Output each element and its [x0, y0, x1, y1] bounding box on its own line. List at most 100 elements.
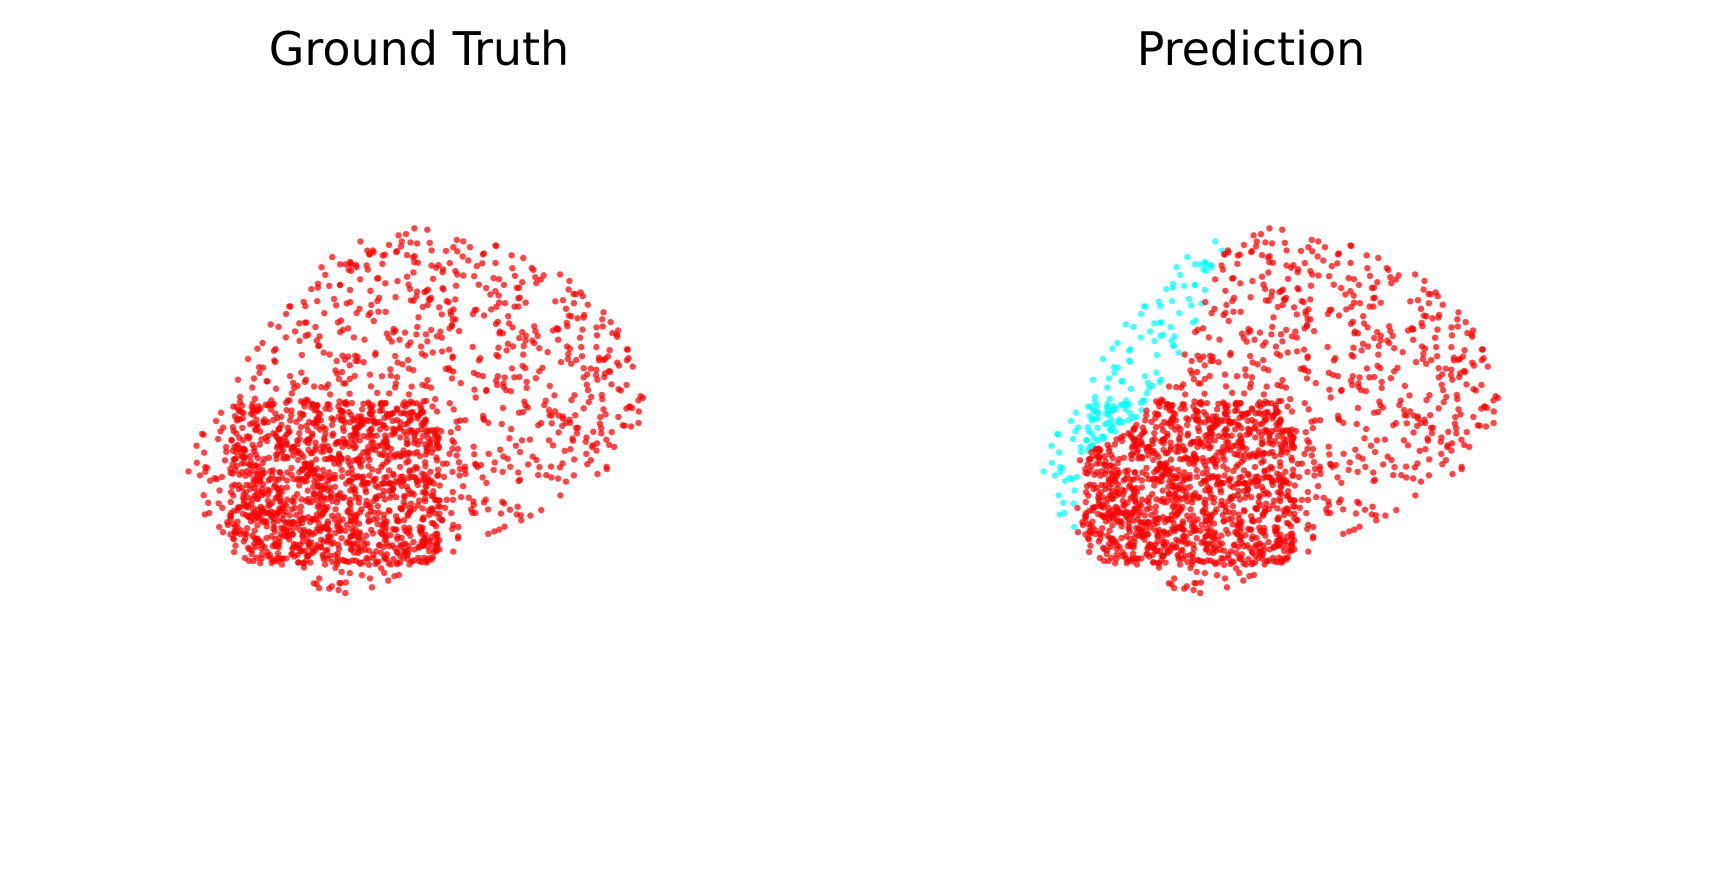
ground-truth-point	[512, 442, 520, 449]
ground-truth-point	[563, 343, 571, 350]
ground-truth-point	[246, 545, 253, 553]
prediction-point	[1245, 555, 1252, 563]
prediction-point	[1169, 297, 1176, 305]
ground-truth-point	[323, 384, 330, 391]
prediction-point	[1316, 463, 1324, 470]
prediction-point	[1338, 386, 1345, 394]
prediction-point	[1311, 417, 1319, 424]
prediction-point	[1310, 327, 1318, 335]
ground-truth-point	[366, 371, 374, 378]
ground-truth-point	[397, 434, 404, 441]
prediction-point	[1109, 345, 1116, 352]
prediction-point	[1240, 507, 1248, 514]
prediction-point	[1334, 260, 1341, 267]
prediction-point	[1350, 344, 1357, 351]
ground-truth-point	[308, 539, 315, 546]
prediction-point	[1401, 382, 1409, 390]
prediction-point	[1273, 542, 1281, 549]
ground-truth-point	[338, 568, 345, 576]
ground-truth-point	[436, 546, 443, 553]
prediction-point	[1377, 332, 1384, 339]
ground-truth-point	[448, 509, 455, 517]
prediction-point	[1334, 251, 1342, 258]
ground-truth-point	[312, 547, 319, 554]
ground-truth-point	[533, 456, 540, 464]
prediction-point	[1423, 360, 1430, 367]
prediction-point	[1423, 313, 1430, 320]
ground-truth-point	[471, 451, 478, 458]
ground-truth-point	[627, 423, 635, 430]
prediction-point	[1233, 565, 1240, 572]
prediction-point	[1202, 436, 1210, 444]
ground-truth-point	[568, 313, 575, 320]
prediction-point	[1146, 504, 1154, 512]
prediction-point	[1455, 406, 1462, 413]
prediction-point	[1127, 358, 1134, 365]
prediction-point	[1406, 392, 1413, 399]
ground-truth-point	[408, 474, 415, 481]
ground-truth-point	[527, 512, 534, 519]
prediction-point	[1151, 430, 1158, 437]
prediction-point	[1146, 494, 1153, 501]
prediction-point	[1382, 512, 1389, 519]
ground-truth-point	[382, 308, 389, 315]
prediction-point	[1254, 473, 1261, 480]
prediction-point	[1133, 421, 1140, 428]
prediction-point	[1399, 348, 1406, 356]
prediction-point	[1168, 416, 1175, 424]
prediction-point	[1114, 466, 1121, 474]
ground-truth-point	[240, 538, 248, 545]
prediction-point	[1114, 459, 1121, 467]
ground-truth-point	[437, 328, 444, 335]
ground-truth-point	[608, 428, 615, 436]
ground-truth-point	[427, 538, 434, 545]
prediction-point	[1286, 548, 1293, 555]
ground-truth-point	[324, 477, 332, 484]
prediction-point	[1131, 469, 1138, 476]
prediction-point	[1352, 446, 1359, 453]
ground-truth-point	[268, 533, 275, 540]
ground-truth-point	[322, 522, 330, 530]
ground-truth-point	[290, 475, 297, 483]
ground-truth-point	[413, 448, 421, 456]
ground-truth-point	[240, 494, 247, 501]
ground-truth-point	[375, 275, 382, 282]
prediction-point	[1410, 336, 1417, 343]
prediction-point	[1263, 474, 1270, 481]
prediction-point	[1250, 232, 1257, 239]
ground-truth-point	[522, 337, 529, 344]
prediction-point	[1111, 369, 1118, 377]
prediction-point	[1221, 400, 1228, 408]
prediction-point	[1233, 480, 1240, 488]
ground-truth-point	[256, 369, 263, 377]
ground-truth-point	[335, 452, 343, 459]
prediction-point	[1275, 398, 1282, 405]
prediction-point	[1149, 551, 1156, 559]
prediction-point	[1371, 334, 1378, 342]
prediction-point	[1245, 472, 1252, 479]
prediction-point	[1236, 496, 1244, 503]
prediction-point	[1119, 378, 1126, 385]
prediction-point	[1139, 397, 1147, 404]
ground-truth-point	[522, 299, 529, 306]
ground-truth-point	[373, 432, 380, 439]
prediction-point	[1082, 498, 1089, 506]
prediction-point	[1386, 323, 1393, 330]
ground-truth-point	[200, 492, 207, 499]
ground-truth-point	[395, 232, 402, 239]
ground-truth-point	[405, 457, 412, 465]
ground-truth-point	[200, 431, 207, 438]
prediction-point	[1220, 311, 1227, 319]
prediction-point	[1143, 390, 1151, 397]
ground-truth-point	[516, 448, 524, 456]
ground-truth-points	[185, 225, 647, 597]
prediction-points	[1040, 225, 1502, 597]
prediction-point	[1492, 393, 1499, 400]
ground-truth-point	[297, 527, 304, 534]
prediction-point	[1459, 353, 1467, 360]
ground-truth-point	[419, 303, 427, 311]
ground-truth-point	[408, 489, 416, 496]
ground-truth-point	[494, 318, 502, 325]
ground-truth-point	[206, 509, 213, 517]
prediction-point	[1320, 257, 1327, 264]
